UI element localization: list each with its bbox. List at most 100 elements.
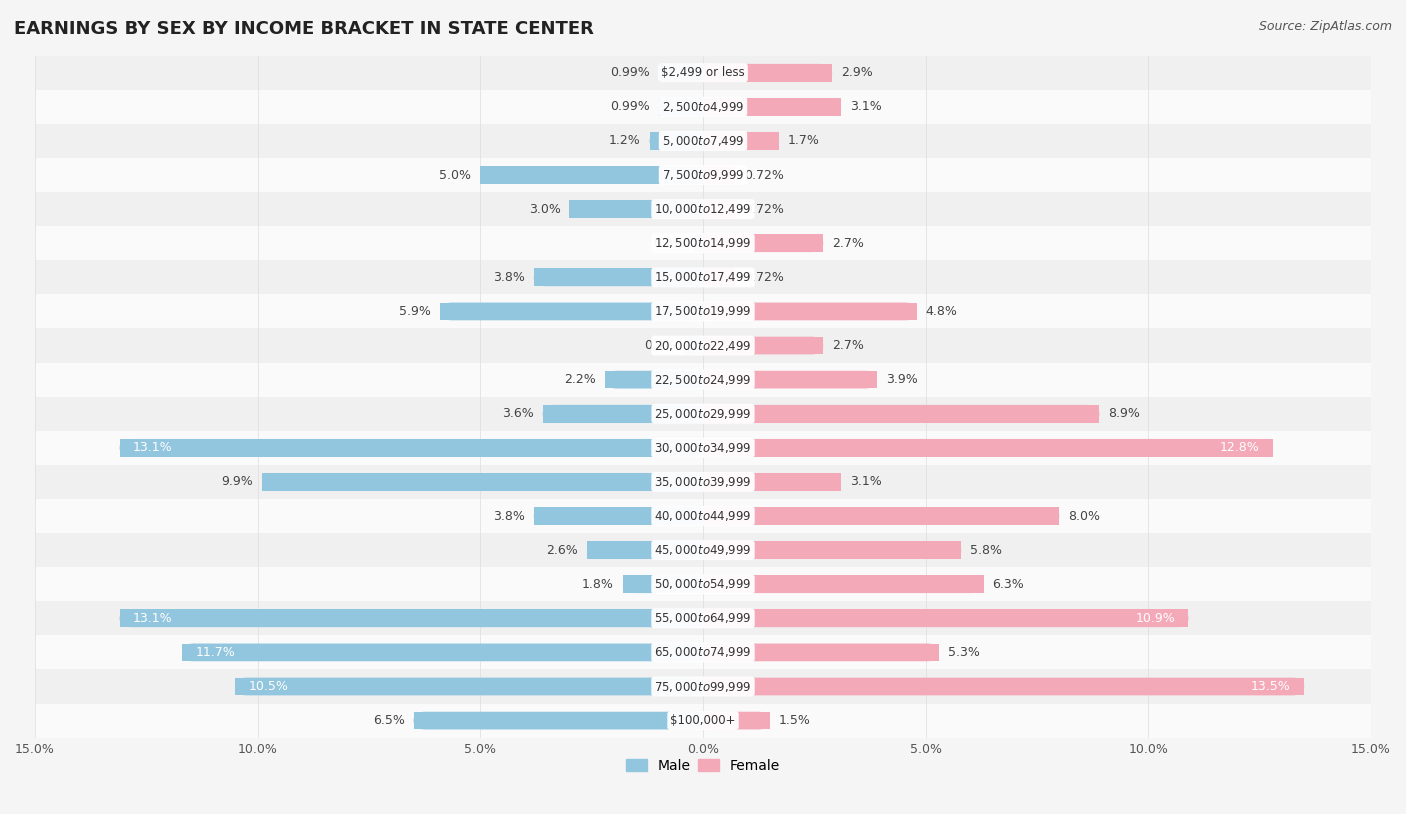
Text: 10.9%: 10.9% — [1136, 612, 1175, 625]
Bar — [659, 63, 703, 81]
Bar — [695, 234, 703, 252]
Text: $15,000 to $17,499: $15,000 to $17,499 — [654, 270, 752, 284]
FancyBboxPatch shape — [703, 507, 1059, 525]
Text: 3.6%: 3.6% — [502, 407, 534, 420]
Bar — [120, 610, 703, 627]
Bar — [262, 473, 703, 491]
Text: 5.0%: 5.0% — [440, 168, 471, 182]
FancyBboxPatch shape — [703, 98, 841, 116]
Text: $35,000 to $39,999: $35,000 to $39,999 — [654, 475, 752, 489]
Bar — [703, 98, 841, 116]
FancyBboxPatch shape — [703, 610, 1188, 627]
FancyBboxPatch shape — [120, 610, 703, 627]
Bar — [685, 337, 703, 354]
Bar — [659, 98, 703, 116]
FancyBboxPatch shape — [120, 439, 703, 457]
Bar — [35, 226, 1371, 260]
Text: 0.2%: 0.2% — [654, 237, 685, 250]
Legend: Male, Female: Male, Female — [620, 753, 786, 778]
Text: $2,500 to $4,999: $2,500 to $4,999 — [662, 100, 744, 114]
Bar — [703, 711, 770, 729]
Bar — [569, 200, 703, 218]
FancyBboxPatch shape — [650, 132, 703, 150]
Bar — [413, 711, 703, 729]
Bar — [703, 303, 917, 320]
Text: $17,500 to $19,999: $17,500 to $19,999 — [654, 304, 752, 318]
Bar — [35, 431, 1371, 465]
Text: $5,000 to $7,499: $5,000 to $7,499 — [662, 134, 744, 148]
Bar — [605, 370, 703, 388]
FancyBboxPatch shape — [440, 303, 703, 320]
Text: 2.7%: 2.7% — [832, 339, 865, 352]
Text: $10,000 to $12,499: $10,000 to $12,499 — [654, 202, 752, 217]
Text: $2,499 or less: $2,499 or less — [661, 66, 745, 79]
Bar — [35, 636, 1371, 669]
Bar — [35, 602, 1371, 636]
Bar — [35, 329, 1371, 362]
FancyBboxPatch shape — [623, 575, 703, 593]
FancyBboxPatch shape — [685, 337, 703, 354]
Bar — [703, 677, 1305, 695]
Bar — [623, 575, 703, 593]
FancyBboxPatch shape — [703, 337, 824, 354]
Text: 0.72%: 0.72% — [744, 271, 785, 284]
Text: 2.9%: 2.9% — [841, 66, 873, 79]
FancyBboxPatch shape — [703, 644, 939, 661]
Bar — [703, 132, 779, 150]
Bar — [534, 507, 703, 525]
FancyBboxPatch shape — [703, 370, 877, 388]
FancyBboxPatch shape — [703, 132, 779, 150]
Text: 13.1%: 13.1% — [134, 441, 173, 454]
Text: $20,000 to $22,499: $20,000 to $22,499 — [654, 339, 752, 352]
Text: 0.99%: 0.99% — [610, 66, 650, 79]
FancyBboxPatch shape — [703, 166, 735, 184]
Bar — [703, 63, 832, 81]
Bar — [35, 533, 1371, 567]
FancyBboxPatch shape — [588, 541, 703, 559]
Bar — [703, 610, 1188, 627]
Bar — [35, 362, 1371, 396]
Text: 10.5%: 10.5% — [249, 680, 288, 693]
Text: 1.7%: 1.7% — [787, 134, 820, 147]
Bar — [181, 644, 703, 661]
FancyBboxPatch shape — [703, 269, 735, 287]
FancyBboxPatch shape — [703, 234, 824, 252]
FancyBboxPatch shape — [481, 166, 703, 184]
FancyBboxPatch shape — [413, 711, 703, 729]
Bar — [35, 465, 1371, 499]
Bar — [703, 507, 1059, 525]
Text: 0.72%: 0.72% — [744, 203, 785, 216]
Text: $75,000 to $99,999: $75,000 to $99,999 — [654, 680, 752, 694]
Bar — [703, 234, 824, 252]
FancyBboxPatch shape — [659, 63, 703, 81]
FancyBboxPatch shape — [703, 63, 832, 81]
Text: $22,500 to $24,999: $22,500 to $24,999 — [654, 373, 752, 387]
Text: 5.9%: 5.9% — [399, 305, 432, 318]
FancyBboxPatch shape — [659, 98, 703, 116]
Bar — [703, 439, 1272, 457]
Text: 13.1%: 13.1% — [134, 612, 173, 625]
Text: 3.0%: 3.0% — [529, 203, 561, 216]
Text: $7,500 to $9,999: $7,500 to $9,999 — [662, 168, 744, 182]
FancyBboxPatch shape — [703, 711, 770, 729]
Text: 4.8%: 4.8% — [925, 305, 957, 318]
FancyBboxPatch shape — [534, 269, 703, 287]
Text: 8.0%: 8.0% — [1069, 510, 1101, 523]
Text: 0.72%: 0.72% — [744, 168, 785, 182]
Text: 0.4%: 0.4% — [644, 339, 676, 352]
FancyBboxPatch shape — [703, 541, 962, 559]
FancyBboxPatch shape — [235, 677, 703, 695]
Bar — [650, 132, 703, 150]
Text: 1.2%: 1.2% — [609, 134, 641, 147]
Text: Source: ZipAtlas.com: Source: ZipAtlas.com — [1258, 20, 1392, 33]
Bar — [703, 370, 877, 388]
FancyBboxPatch shape — [181, 644, 703, 661]
Text: $100,000+: $100,000+ — [671, 714, 735, 727]
Text: 5.3%: 5.3% — [948, 646, 980, 659]
Text: 11.7%: 11.7% — [195, 646, 235, 659]
FancyBboxPatch shape — [569, 200, 703, 218]
Text: 3.8%: 3.8% — [494, 510, 524, 523]
Bar — [703, 644, 939, 661]
Text: $40,000 to $44,999: $40,000 to $44,999 — [654, 509, 752, 523]
FancyBboxPatch shape — [703, 200, 735, 218]
